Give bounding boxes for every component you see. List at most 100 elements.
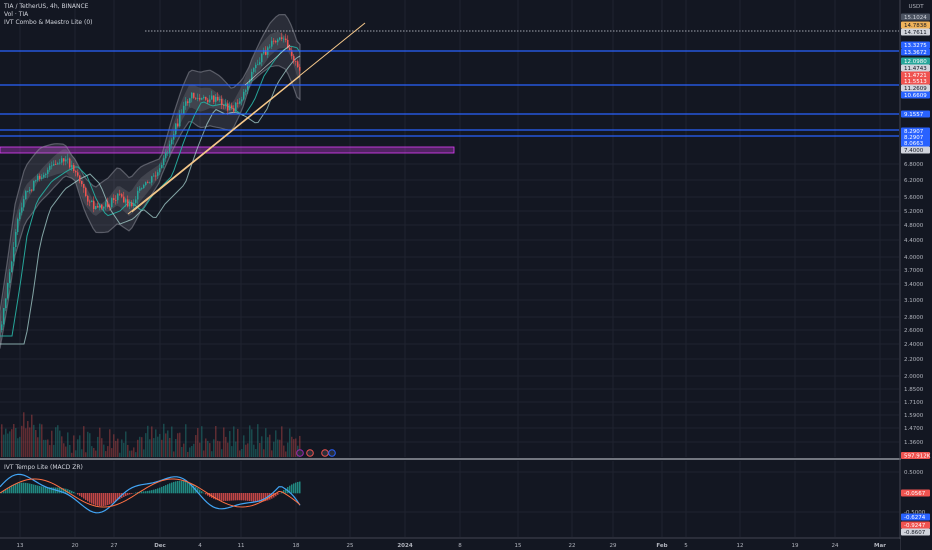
- macd-histogram-bar: [171, 482, 173, 494]
- candle-body: [157, 172, 159, 176]
- volume-bar: [211, 451, 213, 457]
- volume-bar: [289, 428, 291, 457]
- macd-histogram-bar: [3, 490, 5, 494]
- price-tag: [901, 21, 930, 29]
- macd-histogram-bar: [283, 489, 285, 494]
- candle-body: [73, 165, 75, 171]
- macd-histogram-bar: [289, 485, 291, 494]
- flag-icon: [321, 449, 329, 457]
- earnings-icon: [296, 449, 304, 457]
- event-markers[interactable]: [296, 449, 336, 457]
- macd-histogram-bar: [257, 493, 259, 502]
- trend-lines[interactable]: [127, 22, 366, 215]
- volume-bar: [179, 432, 181, 457]
- candle-body: [47, 169, 49, 174]
- macd-histogram-bar: [193, 485, 195, 494]
- symbol-legend[interactable]: TIA / TetherUS, 4h, BINANCE: [4, 3, 88, 10]
- macd-histogram-bar: [203, 492, 205, 494]
- volume-bar: [261, 436, 263, 457]
- candle-body: [227, 103, 229, 111]
- price-tag-label: 7.4000: [904, 148, 924, 154]
- macd-histogram-bar: [135, 492, 137, 494]
- volume-bar: [97, 436, 99, 457]
- volume-bar: [235, 441, 237, 457]
- macd-histogram-bar: [235, 493, 237, 501]
- indicator-legend[interactable]: IVT Combo & Maestro Lite (0): [4, 19, 93, 26]
- macd-histogram-bar: [227, 493, 229, 501]
- time-axis-bg: [0, 539, 900, 550]
- candle-body: [193, 92, 195, 98]
- candle-body: [127, 199, 129, 207]
- candle-body: [219, 99, 221, 101]
- chart-grid: [0, 0, 899, 537]
- oscillator-legend[interactable]: IVT Tempo Lite (MACD ZR): [4, 464, 83, 471]
- time-scale[interactable]: 13 20 27 Dec 4 11 18 25 2024 8 15 22 29 Feb 5 12 19 24 Mar: [0, 539, 900, 550]
- candle-body: [97, 206, 99, 208]
- macd-histogram-bar: [175, 481, 177, 494]
- macd-histogram-bar: [215, 493, 217, 500]
- candle-body: [33, 180, 35, 191]
- volume-legend[interactable]: Vol · TIA: [4, 11, 28, 18]
- candle-body: [61, 158, 63, 163]
- volume-bar: [275, 430, 277, 457]
- volume-bar: [241, 448, 243, 457]
- candle-body: [21, 207, 23, 213]
- candle-body: [9, 272, 11, 284]
- price-tag-label: 15.1024: [904, 15, 927, 21]
- price-scale[interactable]: USDT 6.8000 6.2000 5.6000 5.2000 4.8000 4.4000…: [901, 0, 932, 550]
- time-tick-label: 11: [238, 543, 245, 549]
- candle-body: [173, 134, 175, 140]
- price-tick-label: 6.8000: [904, 162, 924, 168]
- price-tag-label: 13.3275: [904, 43, 927, 49]
- macd-histogram-bar: [101, 493, 103, 507]
- flag-icon: [328, 449, 336, 457]
- horizontal-levels[interactable]: [0, 30, 899, 137]
- time-tick-label: 13: [17, 543, 24, 549]
- osc-tag-label: -0.0567: [904, 491, 926, 497]
- macd-histogram-bar: [291, 484, 293, 494]
- candle-body: [43, 174, 45, 178]
- price-tag-label: 14.7611: [904, 30, 927, 36]
- time-tick-label: 29: [610, 543, 617, 549]
- volume-bar: [27, 421, 29, 457]
- candle-body: [55, 163, 57, 165]
- volume-bar: [171, 426, 173, 457]
- time-tick-label: 19: [792, 543, 799, 549]
- candle-body: [107, 202, 109, 207]
- macd-histogram-bar: [77, 493, 79, 495]
- price-tag: [901, 133, 930, 141]
- candle-body: [39, 175, 41, 179]
- volume-bar: [215, 425, 217, 457]
- supply-zone[interactable]: [0, 146, 455, 154]
- oscillator-title: IVT Tempo Lite (MACD ZR): [4, 464, 83, 471]
- macd-histogram-bar: [233, 493, 235, 501]
- macd-histogram-bar: [131, 493, 133, 494]
- macd-histogram-bar: [153, 489, 155, 494]
- candle-body: [163, 158, 165, 166]
- macd-histogram-bar: [261, 493, 263, 502]
- price-tag: [901, 48, 930, 56]
- price-tag-label: 13.3672: [904, 50, 927, 56]
- volume-bar: [255, 449, 257, 457]
- volume-bar: [149, 439, 151, 457]
- volume-bar: [263, 449, 265, 457]
- price-tag-label: 11.4721: [904, 73, 927, 79]
- candle-body: [299, 66, 301, 71]
- volume-bar: [131, 450, 133, 457]
- candlestick-series[interactable]: [1, 32, 301, 333]
- volume-bar: [189, 447, 191, 457]
- candle-body: [117, 193, 119, 201]
- candle-body: [71, 165, 73, 168]
- candle-body: [223, 105, 225, 106]
- macd-histogram-bar: [161, 486, 163, 494]
- macd-histogram-bar: [231, 493, 233, 501]
- volume-bar: [73, 435, 75, 457]
- volume-bar: [127, 444, 129, 457]
- volume-bar: [117, 438, 119, 457]
- candle-body: [143, 185, 145, 189]
- candle-body: [63, 158, 65, 162]
- price-tag: [901, 57, 930, 65]
- volume-bar: [185, 424, 187, 457]
